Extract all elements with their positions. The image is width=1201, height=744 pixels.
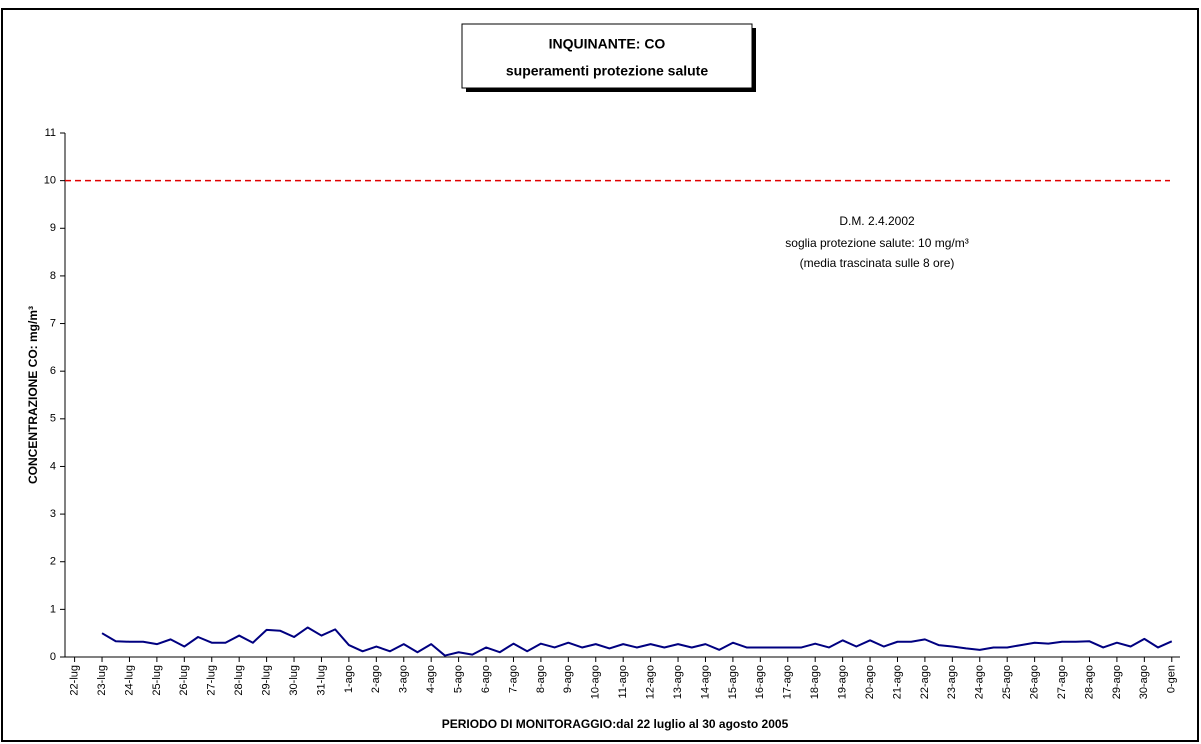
- x-tick-label: 14-ago: [699, 665, 711, 699]
- x-tick-label: 31-lug: [315, 665, 327, 696]
- x-tick-label: 18-ago: [809, 665, 821, 699]
- x-tick-label: 22-lug: [69, 665, 81, 696]
- y-tick-label: 2: [50, 556, 56, 568]
- x-tick-label: 30-lug: [288, 665, 300, 696]
- y-tick-label: 9: [50, 222, 56, 234]
- x-tick-label: 17-ago: [782, 665, 794, 699]
- x-tick-label: 16-ago: [754, 665, 766, 699]
- x-tick-label: 3-ago: [398, 665, 410, 693]
- y-tick-label: 7: [50, 317, 56, 329]
- x-tick-label: 29-ago: [1111, 665, 1123, 699]
- y-tick-label: 6: [50, 365, 56, 377]
- x-tick-label: 28-ago: [1083, 665, 1095, 699]
- x-tick-label: 4-ago: [425, 665, 437, 693]
- y-tick-label: 11: [45, 127, 56, 139]
- x-tick-label: 30-ago: [1138, 665, 1150, 699]
- x-tick-label: 2-ago: [370, 665, 382, 693]
- x-tick-label: 22-ago: [919, 665, 931, 699]
- annotation: soglia protezione salute: 10 mg/m³: [785, 236, 968, 250]
- x-tick-label: 15-ago: [727, 665, 739, 699]
- y-tick-label: 4: [50, 460, 56, 472]
- x-tick-label: 1-ago: [343, 665, 355, 693]
- x-tick-label: 28-lug: [233, 665, 245, 696]
- chart-subtitle: superamenti protezione salute: [506, 63, 708, 79]
- x-tick-label: 5-ago: [453, 665, 465, 693]
- annotation: (media trascinata sulle 8 ore): [800, 256, 955, 270]
- x-tick-label: 6-ago: [480, 665, 492, 693]
- x-tick-label: 24-lug: [123, 665, 135, 696]
- x-tick-label: 23-ago: [946, 665, 958, 699]
- x-tick-label: 24-ago: [974, 665, 986, 699]
- y-tick-label: 0: [50, 651, 56, 663]
- data-line: [101, 626, 1173, 657]
- y-tick-label: 3: [50, 508, 56, 520]
- annotation: D.M. 2.4.2002: [839, 214, 915, 228]
- x-tick-label: 27-lug: [206, 665, 218, 696]
- frame: [1, 8, 1199, 742]
- y-tick-label: 1: [50, 603, 56, 615]
- title-box: [461, 23, 753, 89]
- x-tick-label: 21-ago: [891, 665, 903, 699]
- x-tick-label: 20-ago: [864, 665, 876, 699]
- x-tick-label: 9-ago: [562, 665, 574, 693]
- x-tick-label: 8-ago: [535, 665, 547, 693]
- x-tick-label: 25-ago: [1001, 665, 1013, 699]
- x-tick-label: 19-ago: [837, 665, 849, 699]
- x-tick-label: 23-lug: [96, 665, 108, 696]
- y-tick-label: 10: [44, 175, 56, 187]
- y-tick-label: 5: [50, 413, 56, 425]
- x-tick-label: 0-gen: [1166, 665, 1178, 693]
- y-axis-title: CONCENTRAZIONE CO: mg/m³: [26, 306, 40, 484]
- x-tick-label: 11-ago: [617, 665, 629, 698]
- x-tick-label: 7-ago: [507, 665, 519, 693]
- x-tick-label: 10-ago: [590, 665, 602, 699]
- x-tick-label: 29-lug: [261, 665, 273, 696]
- x-tick-label: 25-lug: [151, 665, 163, 696]
- y-tick-label: 8: [50, 270, 56, 282]
- x-tick-label: 13-ago: [672, 665, 684, 699]
- chart-title: INQUINANTE: CO: [549, 36, 666, 52]
- x-axis-title: PERIODO DI MONITORAGGIO:dal 22 luglio al…: [442, 717, 789, 731]
- x-tick-label: 26-ago: [1029, 665, 1041, 699]
- x-tick-label: 27-ago: [1056, 665, 1068, 699]
- x-tick-label: 12-ago: [645, 665, 657, 699]
- x-tick-label: 26-lug: [178, 665, 190, 696]
